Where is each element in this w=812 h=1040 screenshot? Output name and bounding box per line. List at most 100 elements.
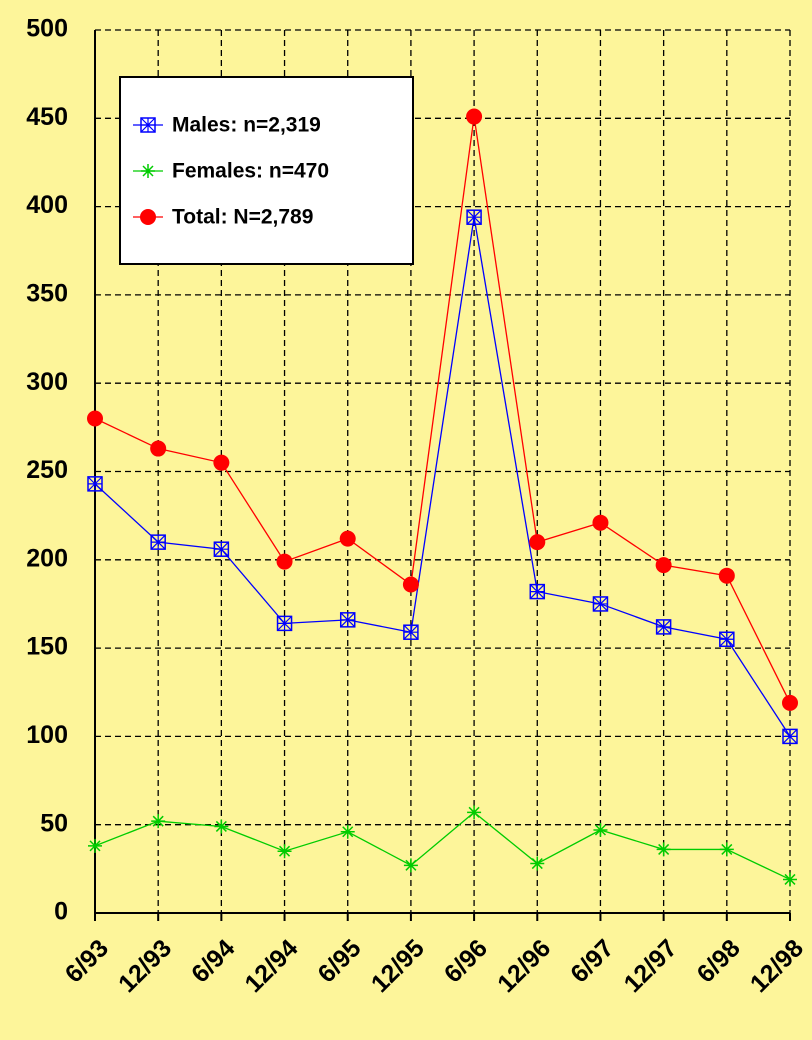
marker <box>783 872 797 887</box>
marker <box>718 567 735 584</box>
y-tick-label: 350 <box>26 280 68 308</box>
marker-cross <box>466 209 482 225</box>
marker <box>592 514 609 531</box>
x-tick-label: 6/93 <box>60 934 114 988</box>
legend: Males: n=2,319 Females: n=470 Total: N=2,7… <box>119 76 414 265</box>
marker-asterisk <box>656 842 671 857</box>
marker <box>214 819 229 834</box>
marker <box>213 541 230 557</box>
marker <box>719 631 735 648</box>
marker <box>339 530 356 547</box>
marker <box>88 838 102 853</box>
marker <box>150 440 167 457</box>
y-tick-label: 250 <box>26 456 68 484</box>
marker-circle <box>213 454 230 471</box>
y-tick-label: 100 <box>26 721 68 749</box>
marker-circle <box>592 514 609 531</box>
x-tick-label: 6/96 <box>439 934 493 988</box>
marker-circle <box>276 553 293 570</box>
x-tick-label: 12/97 <box>619 934 683 998</box>
marker <box>276 553 293 570</box>
series-line <box>94 116 791 704</box>
marker-cross <box>782 728 798 744</box>
marker-asterisk <box>530 856 545 871</box>
y-tick-label: 150 <box>26 633 68 661</box>
x-tick-label: 6/94 <box>186 934 240 988</box>
x-tick-label: 6/97 <box>565 934 619 988</box>
marker-circle <box>150 440 167 457</box>
x-tick-label: 6/98 <box>692 934 746 988</box>
x-tick-label: 12/94 <box>239 934 303 998</box>
marker-asterisk <box>403 858 418 873</box>
series-line <box>94 811 791 881</box>
marker <box>593 822 608 837</box>
marker-asterisk <box>214 819 229 834</box>
marker <box>719 842 734 857</box>
marker-circle <box>782 694 798 711</box>
marker <box>140 209 156 225</box>
legend-label: Females: n=470 <box>172 160 329 183</box>
marker-asterisk <box>593 822 608 837</box>
marker <box>655 619 672 635</box>
marker <box>141 164 155 178</box>
marker <box>87 476 103 492</box>
marker-cross <box>529 584 545 600</box>
marker <box>655 557 672 574</box>
marker <box>140 117 156 133</box>
marker <box>782 694 798 711</box>
marker-asterisk <box>88 838 102 853</box>
marker-asterisk <box>719 842 734 857</box>
marker-asterisk <box>467 805 482 820</box>
marker-cross <box>340 612 356 628</box>
x-tick-label: 12/93 <box>113 934 177 998</box>
marker <box>592 596 609 612</box>
legend-label: Males: n=2,319 <box>172 114 321 137</box>
y-tick-label: 500 <box>26 15 68 43</box>
marker-cross <box>87 476 103 492</box>
marker-asterisk <box>340 824 355 839</box>
marker-cross <box>403 624 419 640</box>
marker-asterisk <box>141 164 155 178</box>
x-tick-label: 12/98 <box>745 934 809 998</box>
x-tick-label: 6/95 <box>312 934 366 988</box>
marker-circle <box>718 567 735 584</box>
marker <box>402 576 419 593</box>
marker-cross <box>656 619 672 635</box>
legend-label: Total: N=2,789 <box>172 206 313 229</box>
marker <box>529 583 546 600</box>
marker-asterisk <box>151 814 166 829</box>
x-tick-label: 12/96 <box>492 934 556 998</box>
marker-circle <box>466 108 483 125</box>
marker <box>150 534 166 550</box>
marker <box>530 856 545 871</box>
marker-circle <box>87 410 103 427</box>
legend-box <box>119 76 414 265</box>
marker-cross <box>719 631 735 647</box>
marker-circle <box>140 209 156 225</box>
marker <box>403 624 419 640</box>
marker-circle <box>402 576 419 593</box>
marker-asterisk <box>277 844 292 859</box>
marker <box>276 615 293 632</box>
marker-circle <box>529 534 546 551</box>
marker-cross <box>140 117 156 133</box>
marker <box>339 612 356 628</box>
y-tick-label: 400 <box>26 191 68 219</box>
x-tick-label: 12/95 <box>366 934 430 998</box>
marker <box>213 454 230 471</box>
marker-cross <box>213 541 229 557</box>
series-line <box>94 217 791 737</box>
y-tick-label: 50 <box>40 809 68 837</box>
marker <box>529 534 546 551</box>
marker-cross <box>277 615 292 631</box>
marker-circle <box>339 530 356 547</box>
marker <box>782 728 798 745</box>
marker-cross <box>593 596 608 612</box>
marker-circle <box>655 557 672 574</box>
marker <box>656 842 671 857</box>
y-tick-label: 450 <box>26 103 68 131</box>
y-tick-label: 200 <box>26 544 68 572</box>
marker-asterisk <box>783 872 797 887</box>
